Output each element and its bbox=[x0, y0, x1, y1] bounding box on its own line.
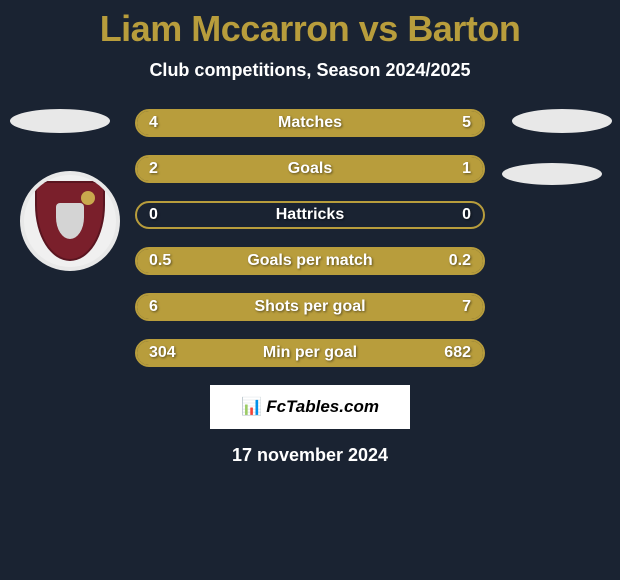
stat-row: 2Goals1 bbox=[135, 155, 485, 183]
stat-label: Goals per match bbox=[137, 249, 483, 273]
stat-value-right: 7 bbox=[462, 295, 471, 319]
player-badge-right-1 bbox=[512, 109, 612, 133]
stat-label: Goals bbox=[137, 157, 483, 181]
stat-row: 304Min per goal682 bbox=[135, 339, 485, 367]
stat-label: Min per goal bbox=[137, 341, 483, 365]
stats-bars: 4Matches5 2Goals1 0Hattricks0 0.5Goals per … bbox=[135, 109, 485, 367]
stat-value-right: 0.2 bbox=[449, 249, 471, 273]
page-title: Liam Mccarron vs Barton bbox=[0, 0, 620, 50]
stat-value-right: 5 bbox=[462, 111, 471, 135]
stat-value-right: 682 bbox=[444, 341, 471, 365]
chart-icon: 📊 bbox=[241, 397, 262, 417]
date-label: 17 november 2024 bbox=[0, 445, 620, 466]
stat-row: 6Shots per goal7 bbox=[135, 293, 485, 321]
stat-label: Shots per goal bbox=[137, 295, 483, 319]
stat-row: 4Matches5 bbox=[135, 109, 485, 137]
stat-row: 0Hattricks0 bbox=[135, 201, 485, 229]
player-badge-right-2 bbox=[502, 163, 602, 185]
player-badge-left bbox=[10, 109, 110, 133]
stat-row: 0.5Goals per match0.2 bbox=[135, 247, 485, 275]
page-subtitle: Club competitions, Season 2024/2025 bbox=[0, 60, 620, 81]
branding-text: FcTables.com bbox=[266, 397, 379, 417]
crest-shield-icon bbox=[35, 181, 105, 261]
stat-value-right: 0 bbox=[462, 203, 471, 227]
stat-label: Hattricks bbox=[137, 203, 483, 227]
stats-area: 4Matches5 2Goals1 0Hattricks0 0.5Goals per … bbox=[0, 109, 620, 367]
stat-label: Matches bbox=[137, 111, 483, 135]
branding-badge: 📊 FcTables.com bbox=[210, 385, 410, 429]
stat-value-right: 1 bbox=[462, 157, 471, 181]
club-crest bbox=[20, 171, 120, 271]
